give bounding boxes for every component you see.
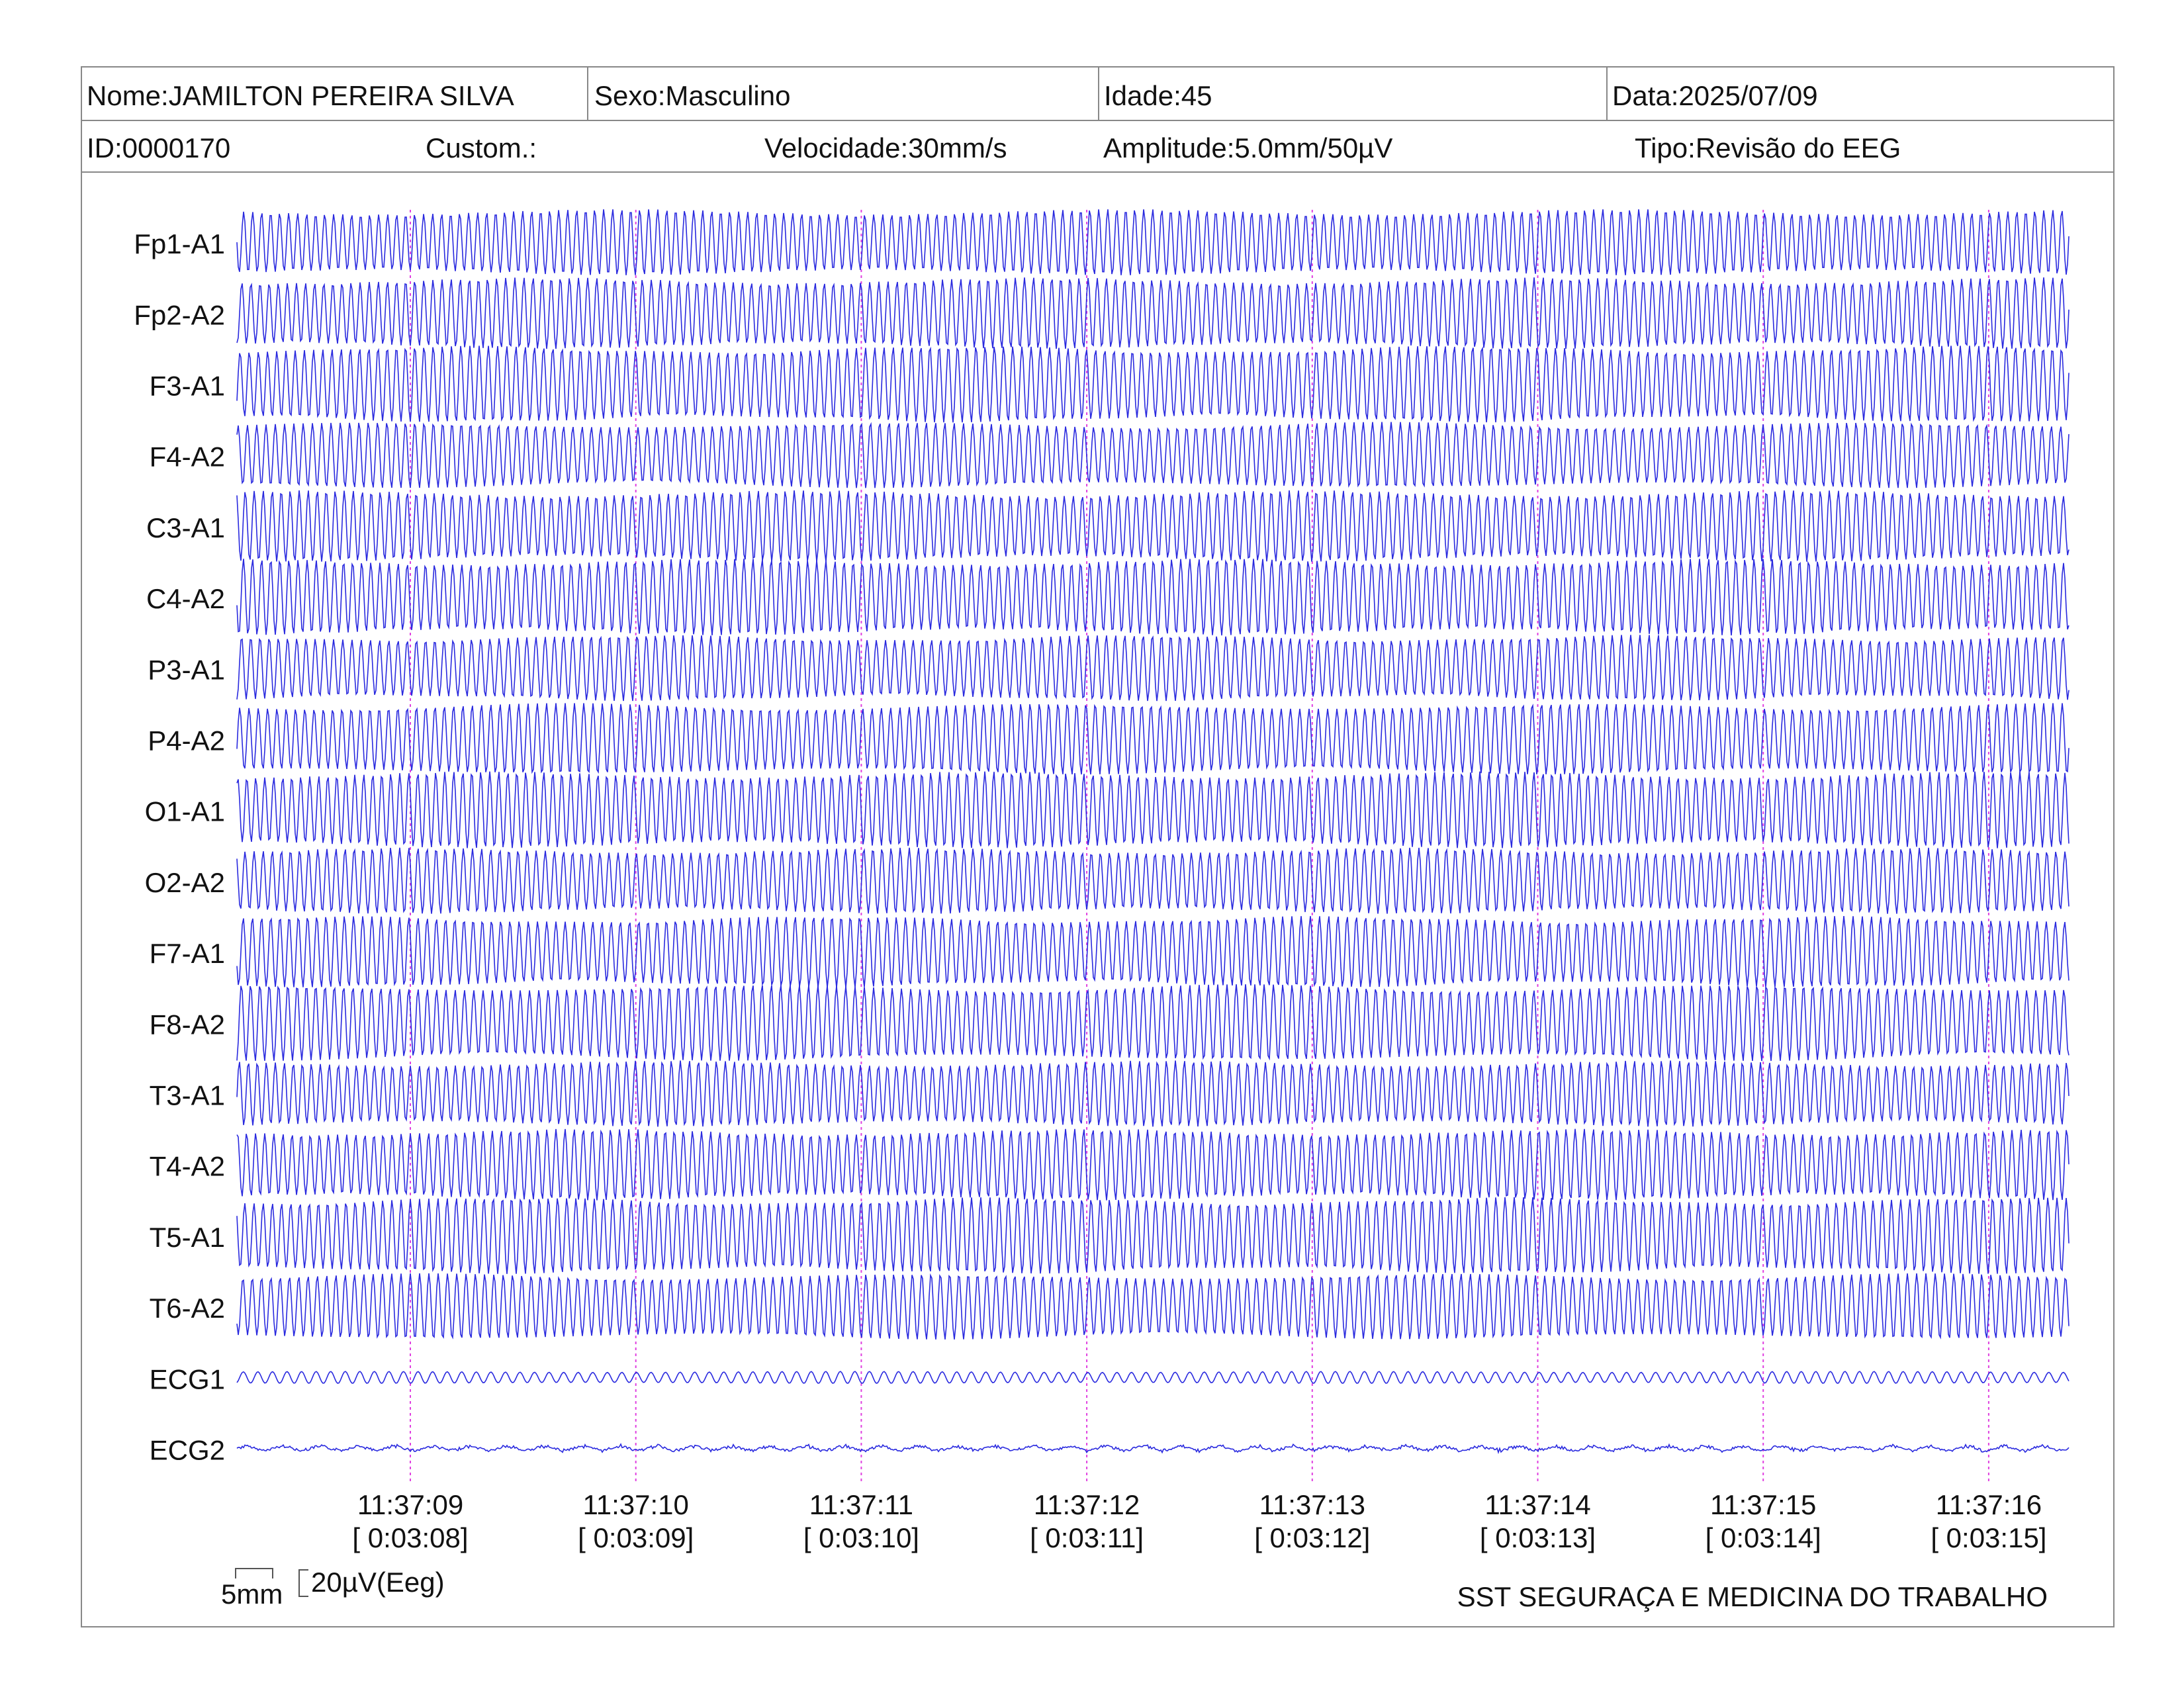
scale-bar-amplitude	[298, 1569, 308, 1597]
time-elapsed: [ 0:03:12]	[1254, 1522, 1370, 1553]
channel-label: F8-A2	[150, 1009, 225, 1040]
eeg-trace	[236, 277, 2070, 349]
time-elapsed: [ 0:03:09]	[578, 1522, 694, 1553]
footer: SST SEGURAÇA E MEDICINA DO TRABALHO	[1457, 1581, 2048, 1612]
channel-label: O2-A2	[145, 867, 225, 898]
channel-label: T4-A2	[150, 1151, 225, 1182]
page-frame	[81, 66, 2115, 1627]
eeg-trace	[236, 984, 2070, 1062]
eeg-trace	[236, 422, 2070, 488]
custom-field: Custom.:	[426, 132, 537, 163]
exam-date: Data:2025/07/09	[1612, 80, 1818, 111]
scale-amplitude: 20µV(Eeg)	[311, 1567, 445, 1598]
channel-label: F4-A2	[150, 441, 225, 473]
time-clock: 11:37:12	[1034, 1489, 1140, 1520]
eeg-trace	[236, 1128, 2070, 1201]
time-clock: 11:37:13	[1259, 1489, 1365, 1520]
time-elapsed: [ 0:03:08]	[352, 1522, 468, 1553]
eeg-trace	[236, 635, 2070, 702]
time-elapsed: [ 0:03:13]	[1480, 1522, 1596, 1553]
amplitude: Amplitude:5.0mm/50µV	[1103, 132, 1392, 163]
time-elapsed: [ 0:03:14]	[1706, 1522, 1821, 1553]
patient-age: Idade:45	[1104, 80, 1212, 111]
patient-id: ID:0000170	[87, 132, 230, 163]
eeg-trace	[236, 1443, 2070, 1455]
eeg-trace	[236, 559, 2070, 636]
eeg-trace	[236, 1060, 2070, 1127]
channel-label: Fp1-A1	[134, 228, 225, 259]
channel-label: Fp2-A2	[134, 299, 225, 330]
eeg-trace	[236, 490, 2070, 562]
channel-label: P3-A1	[148, 654, 225, 685]
labels: 11:37:09[ 0:03:08] 11:37:10[ 0:03:09] 11:3…	[134, 228, 2046, 1553]
time-clock: 11:37:16	[1936, 1489, 2042, 1520]
channel-label: T3-A1	[150, 1079, 225, 1111]
channel-label: C3-A1	[146, 512, 225, 543]
channel-label: ECG1	[150, 1363, 225, 1394]
channel-label: C4-A2	[146, 583, 225, 614]
eeg-trace	[236, 209, 2070, 275]
time-clock: 11:37:14	[1484, 1489, 1590, 1520]
scale-time: 5mm	[221, 1578, 283, 1610]
speed: Velocidade:30mm/s	[764, 132, 1007, 163]
eeg-trace	[236, 771, 2070, 848]
traces	[236, 209, 2070, 1484]
channel-label: T5-A1	[150, 1222, 225, 1253]
channel-label: O1-A1	[145, 796, 225, 827]
patient-name: Nome:JAMILTON PEREIRA SILVA	[87, 80, 514, 111]
time-clock: 11:37:09	[357, 1489, 463, 1520]
time-clock: 11:37:11	[809, 1489, 913, 1520]
eeg-trace	[236, 703, 2070, 775]
time-elapsed: [ 0:03:11]	[1030, 1522, 1144, 1553]
channel-label: F7-A1	[150, 938, 225, 969]
time-elapsed: [ 0:03:10]	[803, 1522, 919, 1553]
eeg-trace	[236, 1197, 2070, 1274]
channel-label: F3-A1	[150, 370, 225, 401]
eeg-trace	[236, 1273, 2070, 1340]
time-elapsed: [ 0:03:15]	[1931, 1522, 2046, 1553]
eeg-trace	[236, 916, 2070, 988]
eeg-trace	[236, 345, 2070, 423]
channel-label: T6-A2	[150, 1293, 225, 1324]
scale-bar-time	[235, 1568, 273, 1578]
channel-label: ECG2	[150, 1434, 225, 1465]
exam-type: Tipo:Revisão do EEG	[1635, 132, 1901, 163]
channel-label: P4-A2	[148, 725, 225, 756]
eeg-trace	[236, 1371, 2070, 1384]
time-clock: 11:37:10	[583, 1489, 689, 1520]
eeg-trace	[236, 847, 2070, 914]
patient-sex: Sexo:Masculino	[594, 80, 790, 111]
time-clock: 11:37:15	[1710, 1489, 1816, 1520]
